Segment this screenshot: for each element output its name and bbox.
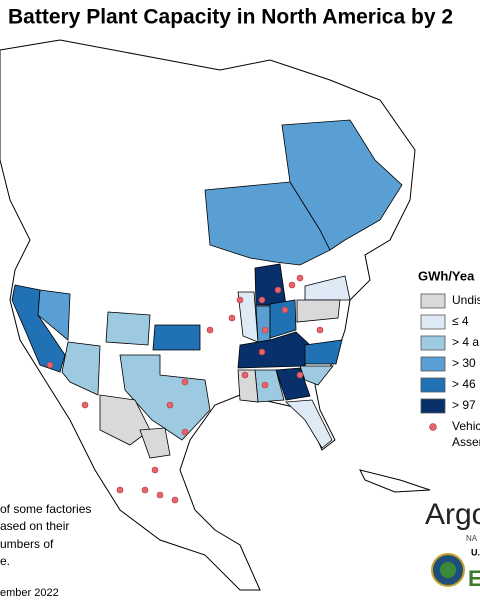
legend-label: > 46	[452, 377, 476, 391]
florida	[285, 399, 333, 449]
doe-seal-inner	[440, 562, 456, 578]
legend-swatch	[420, 398, 446, 414]
plant-dot	[258, 296, 266, 304]
legend-label: Undis	[452, 293, 480, 307]
assembly-plants	[46, 274, 324, 504]
legend-swatch	[420, 335, 446, 351]
plant-dot	[288, 281, 296, 289]
legend-label: Asser	[452, 435, 480, 449]
mexico-north	[99, 394, 151, 446]
doe-mark: E	[468, 566, 480, 591]
legend-swatch	[420, 356, 446, 372]
pennsylvania	[296, 299, 341, 323]
legend-swatch	[420, 293, 446, 309]
ohio	[269, 299, 297, 339]
plant-dot	[281, 306, 289, 314]
legend-label: ≤ 4	[452, 314, 469, 328]
plant-dot	[46, 361, 54, 369]
plant-dot	[206, 326, 214, 334]
plant-dot	[236, 296, 244, 304]
note-line: umbers of	[0, 537, 54, 551]
plant-dot	[81, 401, 89, 409]
kansas	[152, 324, 201, 351]
island	[359, 469, 431, 493]
new-york	[304, 275, 351, 301]
legend-dot	[429, 423, 437, 431]
plant-dot	[141, 486, 149, 494]
plant-dot	[296, 371, 304, 379]
north-carolina	[304, 339, 343, 365]
indiana	[255, 305, 271, 343]
plant-dot	[171, 496, 179, 504]
plant-dot	[261, 381, 269, 389]
plant-dot	[274, 286, 282, 294]
nevada	[37, 289, 71, 341]
legend-label: Vehic	[452, 419, 480, 433]
plant-dot	[181, 378, 189, 386]
title: Battery Plant Capacity in North America …	[8, 6, 453, 29]
plant-dot	[166, 401, 174, 409]
date: ember 2022	[0, 587, 59, 599]
note-line: e.	[0, 554, 10, 568]
arizona	[61, 341, 101, 396]
legend-swatch	[420, 377, 446, 393]
plant-dot	[228, 314, 236, 322]
note-line: ased on their	[0, 519, 69, 533]
plant-dot	[261, 326, 269, 334]
legend-label: > 4 a	[452, 335, 479, 349]
legend-label: > 97	[452, 398, 476, 412]
plant-dot	[316, 326, 324, 334]
quebec	[281, 119, 403, 251]
map	[0, 39, 431, 591]
argonne-sub: NA	[466, 534, 478, 543]
mississippi	[237, 369, 259, 403]
legend: GWh/Yea Undis ≤ 4 > 4 a > 30 > 46 > 97 Vehic As…	[418, 268, 480, 449]
plant-dot	[156, 491, 164, 499]
argonne-logo: Argo	[425, 498, 480, 531]
plant-dot	[296, 274, 304, 282]
plant-dot	[241, 371, 249, 379]
legend-label: > 30	[452, 356, 476, 370]
plant-dot	[116, 486, 124, 494]
colorado	[105, 311, 151, 346]
note: of some factories ased on their umbers o…	[0, 502, 91, 568]
doe-text: U.	[471, 547, 480, 557]
plant-dot	[151, 466, 159, 474]
legend-title: GWh/Yea	[418, 268, 475, 283]
note-line: of some factories	[0, 502, 91, 516]
plant-dot	[181, 428, 189, 436]
south-carolina	[299, 365, 334, 386]
plant-dot	[258, 348, 266, 356]
legend-swatch	[420, 314, 446, 330]
mexico-central	[139, 427, 171, 459]
